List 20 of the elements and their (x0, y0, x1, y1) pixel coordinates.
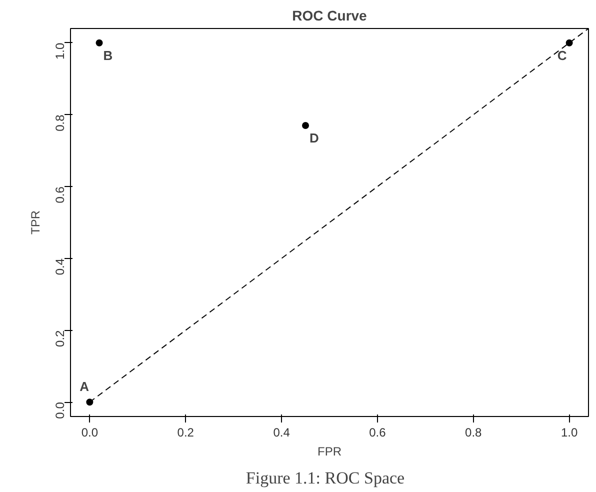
y-tick-label: 0.4 (53, 258, 67, 276)
x-tick-label: 0.6 (369, 426, 386, 440)
y-axis-title: TPR (28, 210, 42, 234)
x-tick-label: 0.0 (81, 426, 98, 440)
chart-title: ROC Curve (292, 8, 368, 24)
x-tick-label: 0.4 (273, 426, 290, 440)
x-axis-title: FPR (318, 444, 342, 458)
caption: Figure 1.1: ROC Space (246, 468, 405, 488)
annotation: D (310, 130, 319, 146)
y-tick-label: 0.8 (53, 114, 67, 132)
annotation: A (80, 379, 90, 394)
y-tick-label: 0.2 (53, 330, 67, 347)
x-tick-label: 1.0 (560, 426, 578, 440)
y-tick-label: 0.6 (53, 186, 67, 204)
x-tick-label: 0.8 (465, 426, 482, 440)
x-tick-label: 0.2 (177, 426, 194, 440)
y-tick-label: 0.0 (53, 402, 67, 419)
annotation: B (103, 48, 113, 63)
annotation: C (557, 48, 568, 63)
y-tick-label: 1.0 (53, 42, 67, 60)
